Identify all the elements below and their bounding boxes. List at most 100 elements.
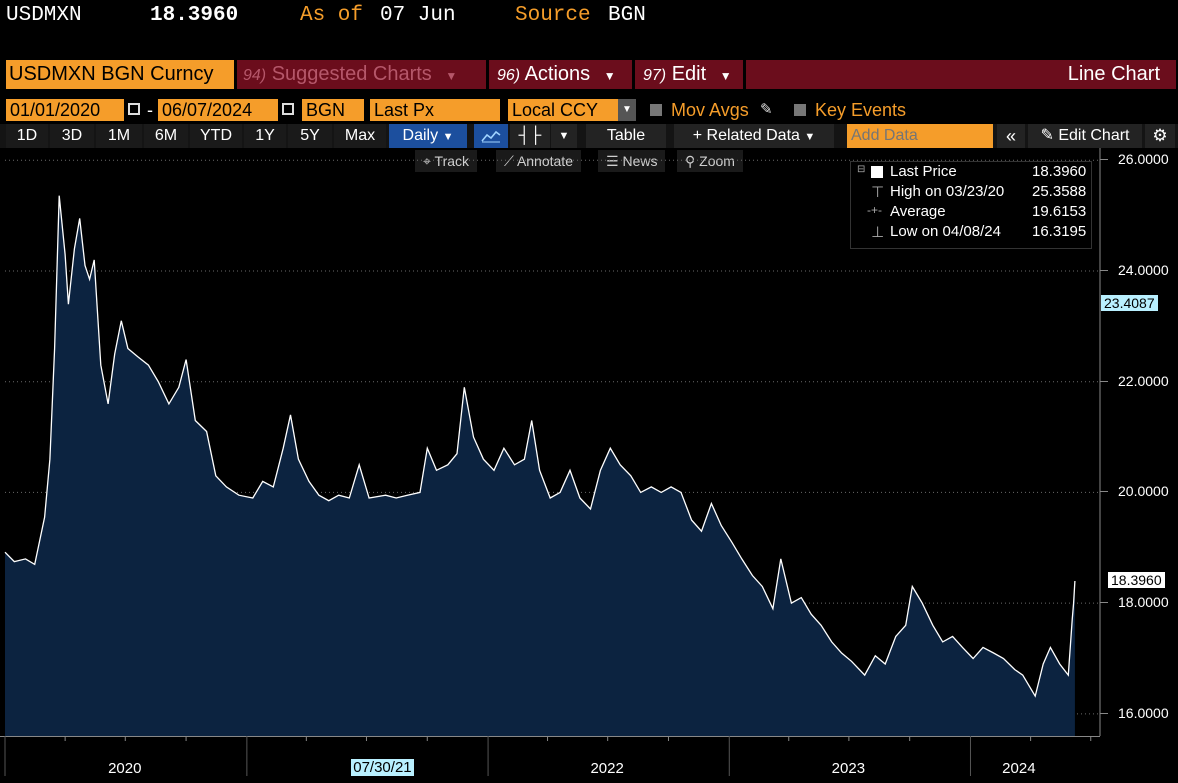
source-label: Source — [515, 4, 591, 27]
chart-legend[interactable]: ⊟ Last Price 18.3960 ⊤ High on 03/23/20 … — [850, 161, 1092, 249]
range-ytd[interactable]: YTD — [190, 124, 242, 148]
add-data-input[interactable] — [847, 124, 993, 148]
currency-select[interactable]: Local CCY — [508, 99, 618, 121]
track-label: Track — [434, 153, 470, 169]
y-tick-mark — [1100, 380, 1108, 382]
annotate-icon: ⟋ — [504, 153, 514, 169]
price-area-fill — [5, 195, 1075, 736]
chevron-down-icon: ▼ — [603, 69, 616, 83]
pricing-source-input[interactable]: BGN — [302, 99, 364, 121]
chevron-down-icon[interactable]: ▼ — [551, 124, 577, 148]
range-3d[interactable]: 3D — [50, 124, 94, 148]
chevron-down-icon[interactable]: ▼ — [618, 99, 636, 121]
candlestick-icon[interactable]: ┤├ — [510, 124, 550, 148]
chevron-down-icon: ▼ — [804, 131, 816, 143]
frequency-select[interactable]: Daily ▼ — [389, 124, 467, 148]
source-value: BGN — [608, 4, 646, 27]
calendar-icon[interactable] — [282, 103, 294, 115]
chevron-down-icon: ▼ — [719, 69, 732, 83]
frequency-label: Daily — [402, 127, 439, 144]
actions-label: Actions — [524, 63, 591, 85]
mov-avgs-checkbox[interactable] — [650, 104, 662, 116]
last-price-flag: 18.3960 — [1108, 572, 1165, 589]
end-date-input[interactable]: 06/07/2024 — [158, 99, 278, 121]
legend-high-value: 25.3588 — [1032, 183, 1087, 200]
price-chart[interactable] — [0, 148, 1178, 783]
average-marker-icon: -+- — [867, 203, 882, 217]
as-of-date: 07 Jun — [380, 4, 456, 27]
field-input[interactable]: Last Px — [370, 99, 500, 121]
related-data-menu[interactable]: + Related Data ▼ — [674, 124, 834, 148]
related-data-label: + Related Data — [692, 127, 800, 144]
chevron-down-icon: ▼ — [445, 69, 458, 83]
news-label: News — [622, 153, 658, 169]
mov-avgs-label: Mov Avgs — [671, 100, 749, 120]
edit-menu[interactable]: 97) Edit ▼ — [635, 60, 743, 89]
range-max[interactable]: Max — [334, 124, 386, 148]
suggested-charts-menu[interactable]: 94) Suggested Charts ▼ — [237, 60, 486, 89]
y-tick-label: 18.0000 — [1118, 594, 1169, 611]
magnifier-icon: ⚲ — [685, 153, 696, 169]
range-1d[interactable]: 1D — [6, 124, 48, 148]
legend-last-label: Last Price — [890, 163, 957, 180]
pencil-icon[interactable]: ✎ — [760, 101, 773, 118]
y-tick-mark — [1100, 159, 1108, 161]
range-6m[interactable]: 6M — [144, 124, 188, 148]
edit-chart-label: Edit Chart — [1058, 127, 1130, 144]
track-tool[interactable]: ⌖ Track — [415, 150, 478, 172]
chevron-down-icon: ▼ — [442, 131, 454, 143]
x-axis-ticks — [4, 736, 1092, 776]
ticker-label: USDMXN — [6, 4, 82, 27]
start-date-input[interactable]: 01/01/2020 — [6, 99, 124, 121]
annotate-tool[interactable]: ⟋ Annotate — [496, 150, 581, 172]
legend-low-label: Low on 04/08/24 — [890, 223, 1001, 240]
y-tick-label: 26.0000 — [1118, 151, 1169, 168]
news-tool[interactable]: ☰ News — [598, 150, 666, 172]
legend-low-value: 16.3195 — [1032, 223, 1087, 240]
edit-chart-button[interactable]: ✎ Edit Chart — [1028, 124, 1142, 148]
y-tick-label: 24.0000 — [1118, 262, 1169, 278]
crosshair-icon: ⌖ — [423, 153, 431, 169]
edit-label: Edit — [671, 63, 707, 85]
range-1y[interactable]: 1Y — [244, 124, 286, 148]
chart-type-label: Line Chart — [746, 60, 1176, 89]
suggested-fn-code: 94) — [243, 67, 267, 84]
legend-avg-label: Average — [890, 203, 946, 220]
y-tick-label: 16.0000 — [1118, 704, 1169, 721]
date-range-dash: - — [147, 100, 153, 120]
y-tick-mark — [1100, 270, 1108, 271]
y-tick-mark — [1100, 602, 1108, 604]
gear-icon[interactable]: ⚙ — [1145, 124, 1175, 148]
pencil-icon: ✎ — [1040, 127, 1054, 144]
legend-avg-value: 19.6153 — [1032, 203, 1087, 220]
legend-last-value: 18.3960 — [1032, 163, 1087, 180]
x-axis-label: 2024 — [1002, 760, 1036, 777]
as-of-label: As of — [300, 4, 364, 27]
calendar-icon[interactable] — [128, 103, 140, 115]
x-axis-label: 07/30/21 — [351, 759, 414, 776]
key-events-checkbox[interactable] — [794, 104, 806, 116]
zoom-label: Zoom — [699, 153, 735, 169]
line-chart-icon[interactable] — [474, 124, 508, 148]
x-axis-label: 2022 — [590, 760, 624, 777]
y-tick-mark — [1100, 712, 1108, 714]
annotate-label: Annotate — [516, 153, 573, 169]
table-button[interactable]: Table — [586, 124, 666, 148]
security-input[interactable]: USDMXN BGN Curncy — [6, 60, 234, 89]
x-axis-label: 2023 — [831, 760, 866, 777]
y-marker-flag: 23.4087 — [1101, 294, 1158, 311]
range-5y[interactable]: 5Y — [288, 124, 332, 148]
key-events-label: Key Events — [815, 100, 907, 120]
security-header: USDMXN 18.3960 As of 07 Jun Source BGN — [0, 0, 1178, 34]
last-price-swatch — [871, 166, 883, 178]
suggested-charts-label: Suggested Charts — [271, 63, 432, 85]
range-1m[interactable]: 1M — [96, 124, 142, 148]
actions-menu[interactable]: 96) Actions ▼ — [489, 60, 632, 89]
price-line — [4, 195, 1076, 698]
y-tick-label: 22.0000 — [1118, 372, 1169, 389]
collapse-button[interactable]: « — [997, 124, 1025, 148]
high-marker-icon: ⊤ — [871, 184, 885, 201]
y-tick-mark — [1100, 491, 1108, 493]
collapse-legend-icon[interactable]: ⊟ — [857, 164, 866, 175]
zoom-tool[interactable]: ⚲ Zoom — [677, 150, 743, 172]
